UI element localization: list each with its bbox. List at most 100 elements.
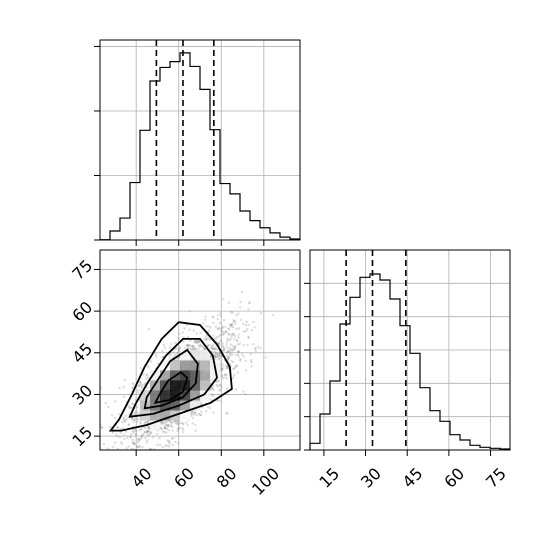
density-cell (150, 370, 161, 381)
scatter-point (237, 333, 241, 336)
scatter-point (138, 445, 142, 448)
scatter-point (193, 423, 197, 427)
scatter-point (128, 456, 130, 458)
scatter-point (167, 424, 170, 428)
scatter-point (228, 351, 231, 354)
scatter-point (116, 426, 119, 429)
scatter-point (199, 331, 202, 335)
scatter-point (212, 334, 215, 337)
scatter-point (190, 410, 193, 413)
scatter-point (138, 454, 140, 456)
scatter-point (210, 347, 214, 351)
scatter-point (175, 351, 179, 354)
joint-frame (99, 249, 301, 451)
scatter-point (149, 431, 153, 435)
scatter-point (206, 405, 210, 409)
scatter-point (247, 308, 250, 311)
density-cell (160, 410, 171, 421)
scatter-point (221, 342, 225, 345)
scatter-point (199, 343, 202, 346)
scatter-point (228, 346, 231, 350)
scatter-point (145, 430, 149, 433)
scatter-point (147, 420, 150, 424)
scatter-point (216, 355, 219, 359)
scatter-point (227, 327, 230, 330)
scatter-point (217, 379, 221, 383)
density-cell (170, 380, 181, 391)
scatter-point (221, 325, 224, 328)
scatter-point (252, 342, 255, 346)
density-cell (190, 360, 201, 371)
scatter-point (125, 418, 128, 421)
scatter-point (142, 383, 146, 387)
scatter-point (215, 352, 218, 356)
scatter-point (222, 345, 225, 349)
scatter-point (151, 436, 155, 439)
scatter-point (122, 454, 124, 456)
scatter-point (233, 346, 237, 350)
scatter-point (136, 445, 139, 449)
scatter-point (219, 383, 222, 386)
scatter-point (225, 367, 228, 370)
scatter-point (122, 416, 126, 419)
x-tick-label: 40 (128, 464, 156, 492)
scatter-point (192, 347, 196, 351)
scatter-point (246, 343, 249, 347)
scatter-point (191, 416, 195, 420)
scatter-point (226, 339, 229, 342)
scatter-point (177, 427, 180, 430)
marginal-x-frame (99, 39, 301, 241)
scatter-point (206, 344, 210, 347)
scatter-point (220, 367, 223, 370)
scatter-point (214, 325, 218, 328)
scatter-point (138, 380, 142, 384)
scatter-point (220, 369, 224, 372)
scatter-point (136, 438, 140, 441)
scatter-point (242, 355, 245, 358)
scatter-point (218, 389, 221, 392)
scatter-point (218, 357, 221, 360)
density-cell (190, 370, 201, 381)
density-cell (190, 390, 201, 401)
scatter-point (219, 333, 222, 337)
scatter-point (143, 430, 146, 434)
scatter-point (231, 311, 234, 314)
scatter-point (250, 329, 253, 332)
scatter-point (124, 430, 128, 433)
scatter-point (123, 469, 125, 471)
scatter-point (216, 385, 220, 388)
scatter-point (213, 347, 216, 351)
scatter-point (195, 341, 198, 344)
scatter-point (178, 426, 181, 429)
scatter-point (162, 343, 166, 347)
scatter-point (173, 419, 177, 423)
marginal-y-quantiles (345, 250, 407, 450)
scatter-point (197, 340, 200, 343)
scatter-point (181, 331, 184, 334)
scatter-point (147, 427, 151, 431)
density-cell (140, 390, 151, 401)
scatter-point (242, 330, 245, 333)
scatter-point (78, 476, 80, 478)
scatter-point (197, 339, 200, 342)
scatter-point (237, 355, 240, 358)
scatter-point (218, 354, 221, 358)
scatter-point (222, 364, 225, 368)
scatter-point (214, 352, 217, 355)
scatter-point (130, 418, 134, 421)
scatter-point (214, 347, 218, 351)
scatter-point (122, 433, 126, 437)
scatter-point (129, 406, 133, 410)
scatter-point (130, 402, 134, 406)
scatter-point (229, 348, 232, 351)
scatter-point (232, 333, 235, 336)
scatter-point (140, 427, 143, 430)
scatter-point (232, 319, 235, 322)
scatter-point (220, 385, 223, 389)
scatter-point (226, 357, 230, 360)
scatter-point (239, 358, 242, 361)
scatter-point (222, 333, 225, 336)
scatter-point (241, 352, 244, 356)
scatter-point (119, 467, 121, 469)
x-tick-label: 60 (170, 464, 198, 492)
